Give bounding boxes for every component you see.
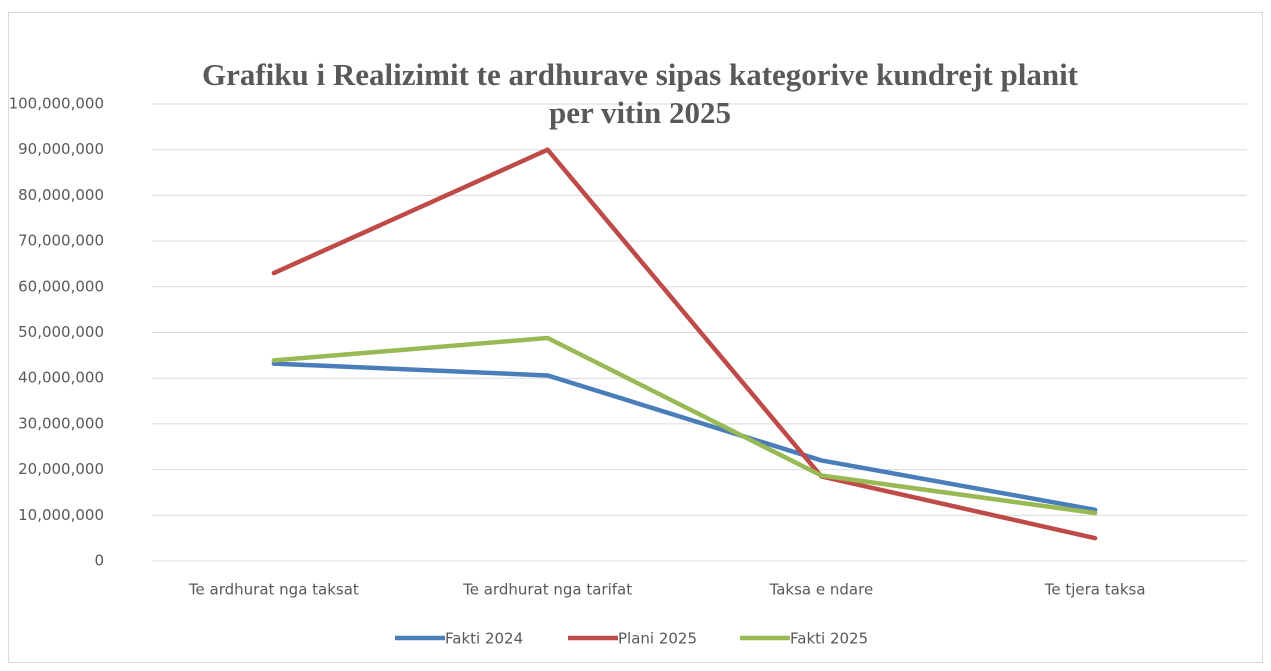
series-line <box>271 335 1098 516</box>
legend-label: Fakti 2025 <box>790 630 868 648</box>
y-tick-label: 40,000,000 <box>18 369 104 387</box>
y-tick-label: 80,000,000 <box>18 186 104 204</box>
chart-border <box>8 12 1263 663</box>
y-tick-label: 50,000,000 <box>18 323 104 341</box>
y-tick-label: 90,000,000 <box>18 140 104 158</box>
legend-label: Plani 2025 <box>618 630 697 648</box>
chart-title: Grafiku i Realizimit te ardhurave sipas … <box>202 57 1079 92</box>
y-tick-label: 70,000,000 <box>18 232 104 250</box>
series-line <box>271 147 1098 541</box>
x-tick-label: Te tjera taksa <box>1044 581 1146 599</box>
x-tick-label: Taksa e ndare <box>769 581 874 599</box>
y-tick-label: 0 <box>94 552 104 570</box>
legend-label: Fakti 2024 <box>445 630 523 648</box>
y-tick-label: 30,000,000 <box>18 414 104 432</box>
y-tick-label: 10,000,000 <box>18 506 104 524</box>
y-tick-label: 100,000,000 <box>9 95 104 113</box>
y-tick-label: 60,000,000 <box>18 277 104 295</box>
x-tick-label: Te ardhurat nga tarifat <box>462 581 632 599</box>
series-line <box>271 361 1098 513</box>
chart-title: per vitin 2025 <box>549 95 731 130</box>
y-tick-label: 20,000,000 <box>18 460 104 478</box>
x-tick-label: Te ardhurat nga taksat <box>188 581 359 599</box>
